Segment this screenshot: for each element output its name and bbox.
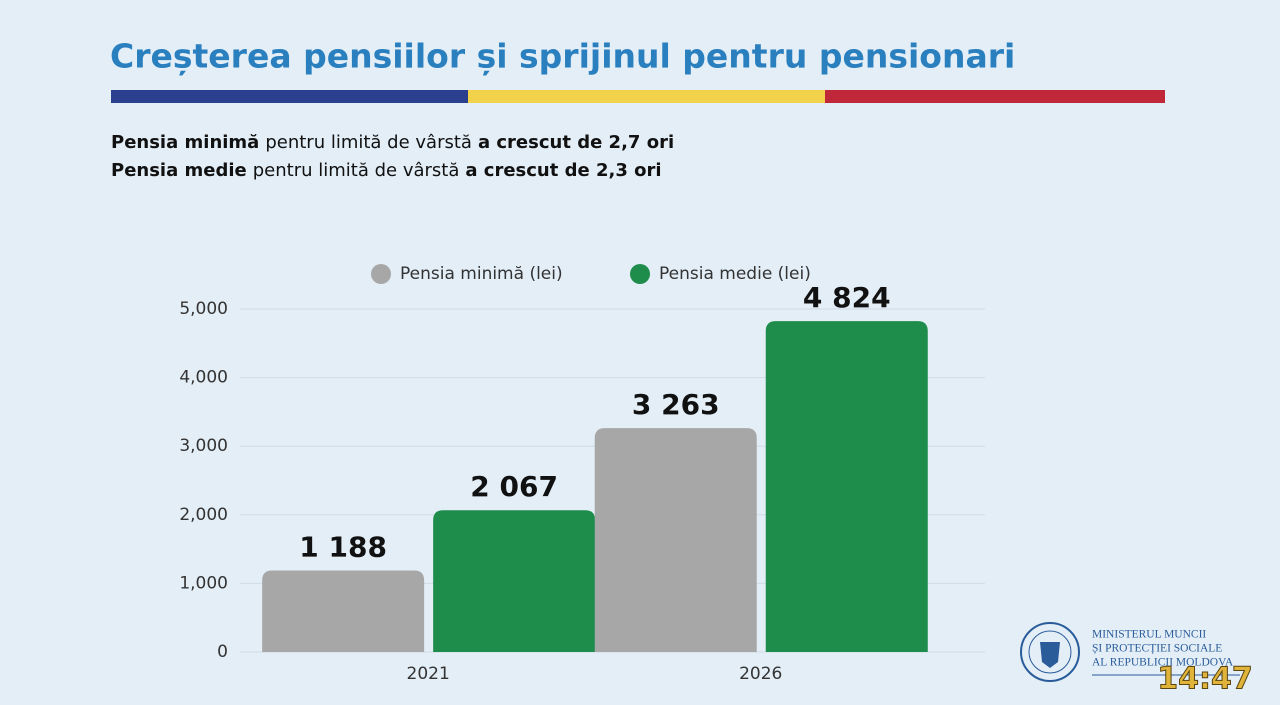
emblem: [1020, 622, 1080, 682]
y-tick-label: 4,000: [179, 368, 228, 388]
bar: [765, 321, 928, 652]
subtitle-part: pentru limită de vârstă: [265, 132, 472, 153]
subtitle-part: pentru limită de vârstă: [253, 160, 460, 181]
data-label: 4 824: [803, 281, 891, 314]
flag-stripe: [825, 90, 1165, 103]
subtitle-part: a crescut de 2,3 ori: [465, 160, 661, 181]
bar: [262, 570, 425, 652]
bar: [594, 428, 757, 652]
x-tick-label: 2021: [407, 664, 450, 684]
y-tick-label: 2,000: [179, 505, 228, 525]
x-tick-label: 2026: [739, 664, 782, 684]
ministry-name: MINISTERUL MUNCII: [1092, 629, 1206, 641]
subtitle: Pensia medie pentru limită de vârstă a cre…: [111, 160, 662, 181]
clock: 14:47: [1157, 662, 1253, 697]
flag-stripe: [468, 90, 825, 103]
chart-title: Creșterea pensiilor și sprijinul pentru …: [110, 37, 1015, 76]
y-tick-label: 5,000: [179, 299, 228, 319]
y-tick-label: 1,000: [179, 573, 228, 593]
legend-marker: [630, 264, 650, 284]
subtitle-part: Pensia minimă: [111, 132, 259, 153]
data-label: 1 188: [299, 531, 387, 564]
y-tick-label: 3,000: [179, 436, 228, 456]
legend-label: Pensia medie (lei): [659, 264, 811, 284]
flag-stripe: [111, 90, 468, 103]
legend-marker: [371, 264, 391, 284]
subtitle-part: Pensia medie: [111, 160, 247, 181]
y-tick-label: 0: [217, 642, 228, 662]
data-label: 3 263: [632, 388, 720, 421]
subtitle-part: a crescut de 2,7 ori: [478, 132, 674, 153]
bar: [433, 510, 596, 652]
ministry-name: ȘI PROTECȚIEI SOCIALE: [1092, 643, 1222, 655]
ministry-name: AL REPUBLICII MOLDOVA: [1092, 657, 1234, 669]
data-label: 2 067: [470, 470, 558, 503]
subtitle: Pensia minimă pentru limită de vârstă a cr…: [111, 132, 674, 153]
legend-label: Pensia minimă (lei): [400, 264, 563, 284]
